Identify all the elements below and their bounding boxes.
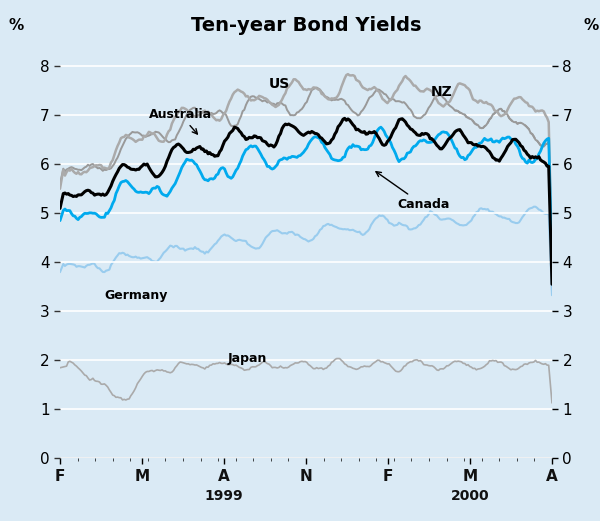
Text: Canada: Canada: [376, 171, 449, 212]
Text: Australia: Australia: [149, 108, 212, 134]
Title: Ten-year Bond Yields: Ten-year Bond Yields: [191, 16, 421, 34]
Text: NZ: NZ: [430, 84, 452, 98]
Text: 1999: 1999: [205, 489, 244, 503]
Text: %: %: [8, 18, 23, 33]
Text: 2000: 2000: [451, 489, 490, 503]
Text: Japan: Japan: [227, 352, 266, 365]
Text: %: %: [584, 18, 599, 33]
Text: Germany: Germany: [104, 289, 167, 302]
Text: US: US: [268, 77, 290, 91]
